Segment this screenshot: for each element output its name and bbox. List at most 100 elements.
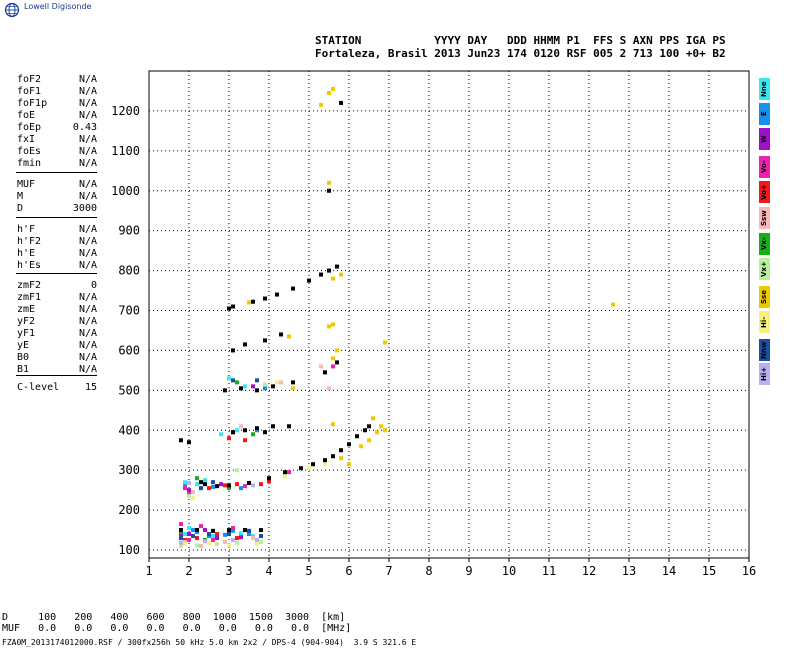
data-point xyxy=(251,432,255,437)
data-point xyxy=(383,340,387,345)
data-point xyxy=(203,478,207,483)
param-row-yf2: yF2 N/A xyxy=(17,316,97,328)
data-point xyxy=(227,483,231,488)
header-row-labels: STATION YYYY DAY DDD HHMM P1 FFS S AXN P… xyxy=(315,34,726,47)
data-point xyxy=(371,416,375,421)
x-tick-label: 9 xyxy=(465,564,472,578)
data-point xyxy=(279,380,283,385)
data-point xyxy=(199,524,203,529)
param-divider xyxy=(16,172,97,173)
data-point xyxy=(299,466,303,471)
data-point xyxy=(227,436,231,441)
data-point xyxy=(211,534,215,539)
y-tick-label: 300 xyxy=(118,463,140,477)
data-point xyxy=(195,482,199,487)
data-point xyxy=(235,380,239,385)
data-point xyxy=(235,468,239,473)
data-point xyxy=(255,538,259,543)
data-point xyxy=(355,434,359,439)
param-value: N/A xyxy=(78,364,97,375)
data-point xyxy=(227,376,231,381)
data-point xyxy=(219,482,223,487)
data-point xyxy=(183,542,187,547)
param-row-fmin: fmin N/A xyxy=(17,158,97,170)
param-key: fmin xyxy=(17,158,42,169)
file-info-footer: FZA0M_2013174012000.RSF / 300fx256h 50 k… xyxy=(2,638,417,647)
data-point xyxy=(327,188,331,193)
data-point xyxy=(339,448,343,453)
data-point xyxy=(203,539,207,544)
data-point xyxy=(275,380,279,385)
data-point xyxy=(211,528,215,533)
data-point xyxy=(211,480,215,485)
data-point xyxy=(195,476,199,481)
data-point xyxy=(179,536,183,541)
param-key: zmF2 xyxy=(17,280,42,291)
y-tick-label: 100 xyxy=(118,543,140,557)
data-point xyxy=(215,532,219,537)
distance-row: D 100 200 400 600 800 1000 1500 3000 [km… xyxy=(2,612,346,623)
param-key: M xyxy=(17,191,24,202)
param-row-muf: MUF N/A xyxy=(17,179,97,191)
data-point xyxy=(179,522,183,527)
param-key: yF2 xyxy=(17,316,36,327)
data-point xyxy=(243,384,247,389)
digisonde-logo-icon xyxy=(4,2,20,18)
x-tick-label: 12 xyxy=(582,564,596,578)
data-point xyxy=(339,100,343,105)
data-point xyxy=(187,488,191,493)
data-point xyxy=(187,526,191,531)
data-point xyxy=(179,544,183,549)
param-key: zmE xyxy=(17,304,36,315)
param-key: C-level xyxy=(17,382,60,393)
data-point xyxy=(259,534,263,539)
data-point xyxy=(187,538,191,543)
data-point xyxy=(339,456,343,461)
param-divider xyxy=(16,375,97,376)
x-tick-label: 8 xyxy=(425,564,432,578)
x-tick-label: 13 xyxy=(622,564,636,578)
data-point xyxy=(327,180,331,185)
data-point xyxy=(255,426,259,431)
x-tick-label: 7 xyxy=(385,564,392,578)
x-tick-label: 5 xyxy=(305,564,312,578)
param-row-fxi: fxI N/A xyxy=(17,134,97,146)
param-value: N/A xyxy=(78,316,97,327)
data-point xyxy=(251,536,255,541)
y-tick-label: 500 xyxy=(118,383,140,397)
data-point xyxy=(231,538,235,543)
data-point xyxy=(259,540,263,545)
legend-item-hi-: Hi+ xyxy=(759,363,770,385)
param-key: foF1 xyxy=(17,86,42,97)
y-tick-label: 400 xyxy=(118,423,140,437)
data-point xyxy=(259,482,263,487)
data-point xyxy=(331,364,335,369)
data-point xyxy=(251,299,255,304)
data-point xyxy=(335,348,339,353)
param-key: B1 xyxy=(17,364,30,375)
data-point xyxy=(195,528,199,533)
x-tick-label: 4 xyxy=(265,564,272,578)
data-point xyxy=(307,466,311,471)
plot-frame xyxy=(148,70,750,559)
param-key: h'F2 xyxy=(17,236,42,247)
data-point xyxy=(187,440,191,445)
data-point xyxy=(327,386,331,391)
data-point xyxy=(215,484,219,489)
data-point xyxy=(251,483,255,488)
param-key: zmF1 xyxy=(17,292,42,303)
x-tick-label: 16 xyxy=(742,564,756,578)
data-point xyxy=(255,542,259,547)
data-point xyxy=(191,528,195,533)
data-point xyxy=(179,528,183,533)
param-value: N/A xyxy=(78,260,97,271)
data-point xyxy=(271,424,275,429)
param-row-foep: foEp 0.43 xyxy=(17,122,97,134)
data-point xyxy=(223,483,227,488)
param-key: foF1p xyxy=(17,98,48,109)
data-point xyxy=(323,458,327,463)
param-value: N/A xyxy=(78,292,97,303)
y-tick-label: 200 xyxy=(118,503,140,517)
data-point xyxy=(335,264,339,269)
data-point xyxy=(231,378,235,383)
